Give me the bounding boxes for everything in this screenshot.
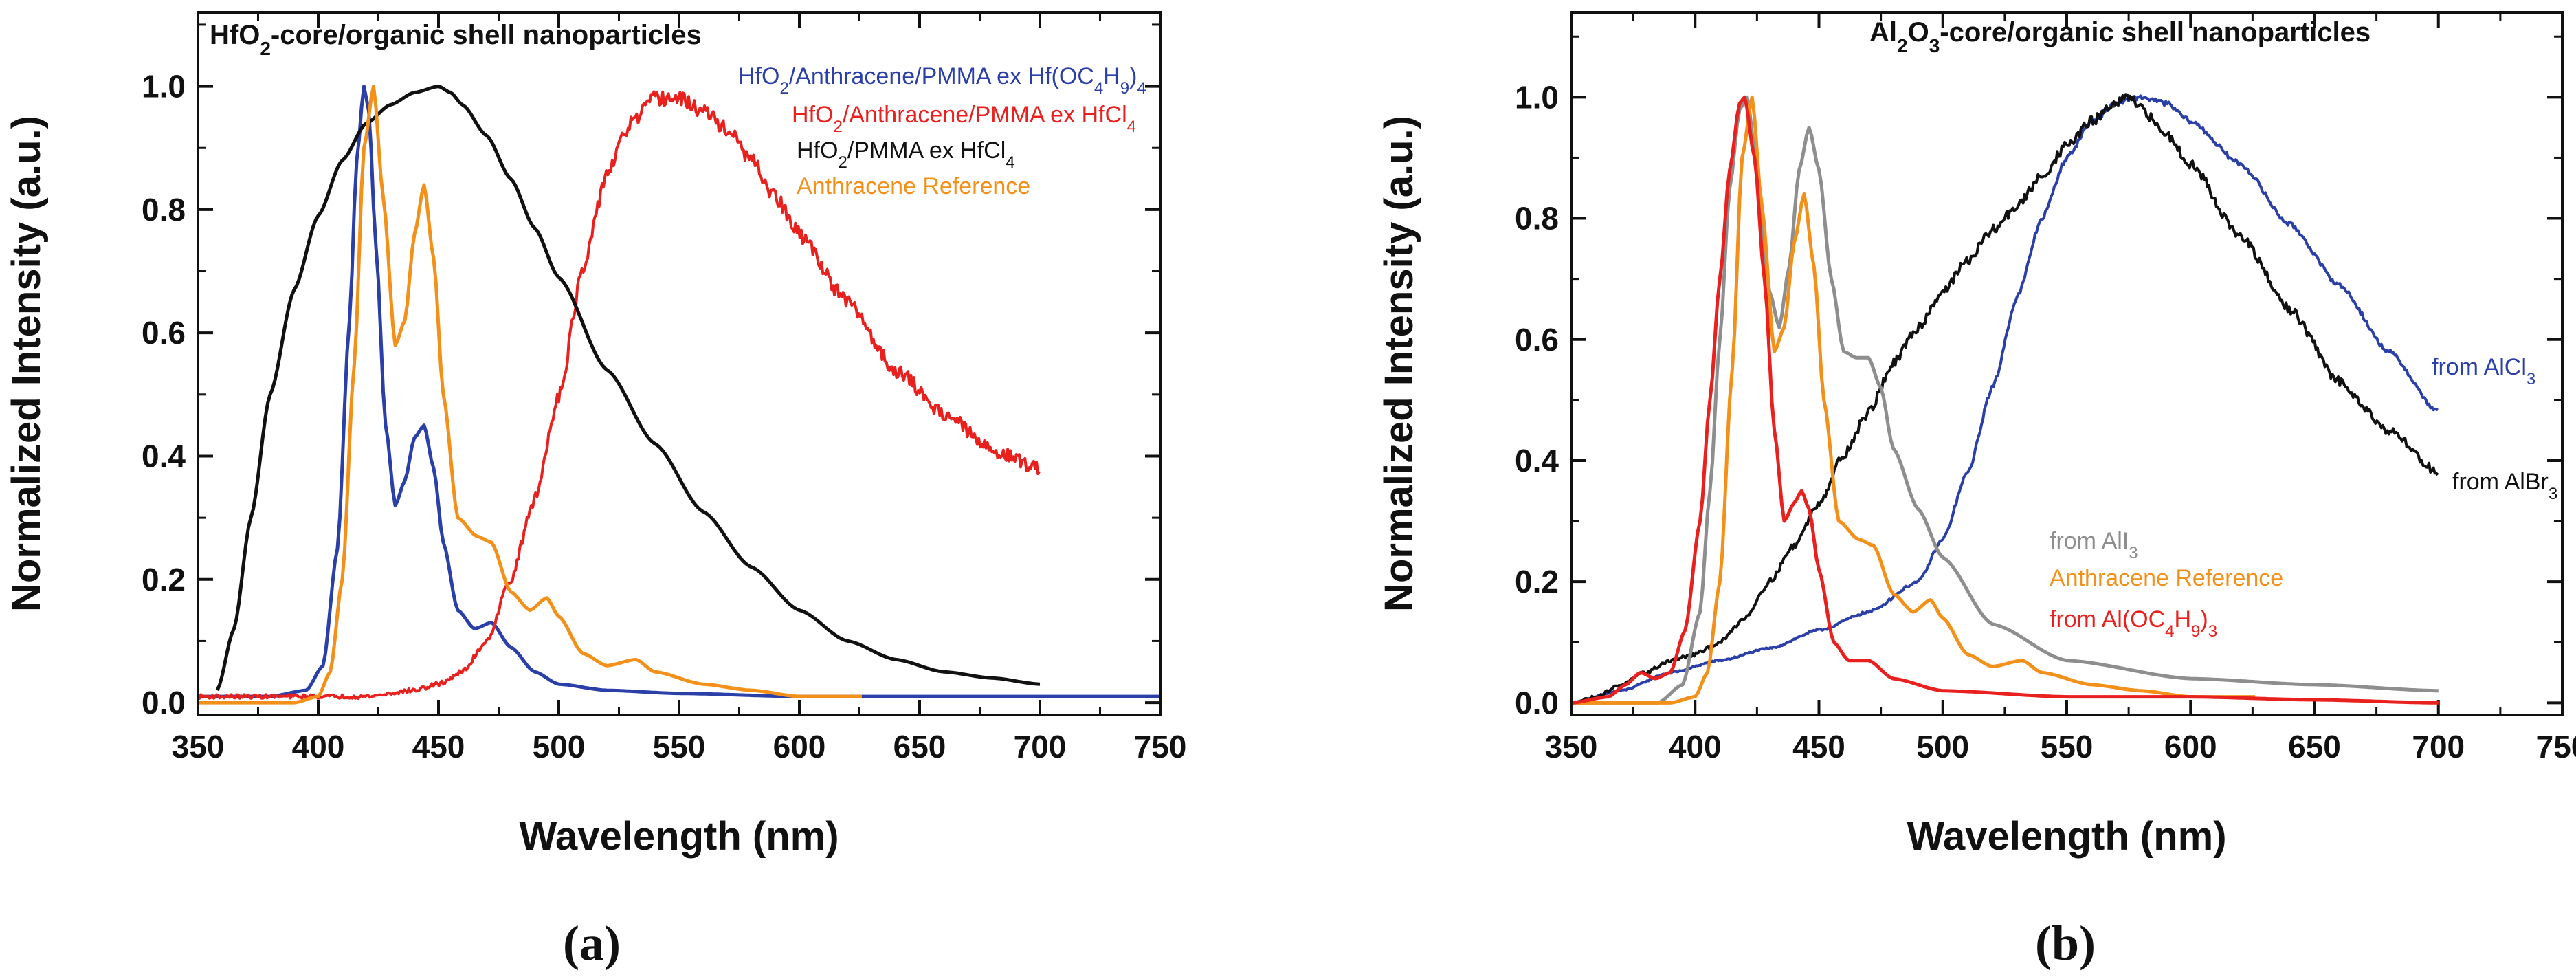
x-tick-label: 400 xyxy=(1669,729,1722,764)
series-line-hfo2-anthracene-pmma-ex-hf-oc4h9-4 xyxy=(199,85,1159,698)
x-tick-label: 450 xyxy=(1792,729,1845,764)
x-tick-label: 550 xyxy=(2041,729,2094,764)
legend-entry: from AlI3 xyxy=(2050,528,2138,562)
chart-title: Al2O3-core/organic shell nanoparticles xyxy=(1869,17,2370,56)
series-line-hfo2-anthracene-pmma-ex-hfcl4 xyxy=(199,90,1041,700)
chart-panel-a: 350 400 450 500 550 600 650 700 750 0.0 0.2 0.4 0.6 0… xyxy=(4,11,1187,971)
legend-entry: HfO2/Anthracene/PMMA ex Hf(OC4H9)4 xyxy=(738,63,1146,98)
y-tick-label: 0.4 xyxy=(1515,443,1559,478)
legend-entry: Anthracene Reference xyxy=(2050,565,2283,591)
chart-title: HfO2-core/organic shell nanoparticles xyxy=(210,20,702,59)
x-axis-label: Wavelength (nm) xyxy=(519,814,839,859)
x-tick-label: 350 xyxy=(1545,729,1598,764)
y-tick-label: 0.6 xyxy=(1515,322,1559,358)
legend-entry: from Al(OC4H9)3 xyxy=(2050,606,2217,641)
legend-entry: from AlBr3 xyxy=(2452,469,2557,503)
x-tick-label: 650 xyxy=(2288,729,2341,764)
x-tick-label: 400 xyxy=(292,729,345,764)
series-line-from-alcl3 xyxy=(1573,94,2439,705)
x-tick-label: 350 xyxy=(172,729,225,764)
legend-entry: HfO2/PMMA ex HfCl4 xyxy=(797,138,1015,172)
legend-entry: from AlCl3 xyxy=(2432,354,2535,388)
series-line-anthracene-reference xyxy=(1573,95,2255,705)
y-tick-label: 0.0 xyxy=(1515,685,1559,720)
y-tick-label: 0.8 xyxy=(1515,201,1559,236)
y-tick-label: 1.0 xyxy=(1515,79,1559,115)
x-tick-label: 500 xyxy=(533,729,586,764)
x-axis-label: Wavelength (nm) xyxy=(1907,814,2226,859)
legend-entry: Anthracene Reference xyxy=(797,173,1030,199)
panel-label: (a) xyxy=(563,916,621,971)
series-line-from-al-oc4h9-3 xyxy=(1573,95,2439,705)
x-tick-label: 700 xyxy=(2412,729,2465,764)
series-line-from-ali3 xyxy=(1573,95,2439,705)
x-tick-label: 750 xyxy=(2536,729,2576,764)
series-line-from-albr3 xyxy=(1573,93,2439,705)
x-tick-label: 750 xyxy=(1134,729,1187,764)
x-tick-label: 600 xyxy=(2164,729,2217,764)
x-tick-label: 700 xyxy=(1014,729,1067,764)
y-tick-label: 0.4 xyxy=(142,438,186,474)
x-tick-label: 500 xyxy=(1916,729,1969,764)
y-tick-label: 0.0 xyxy=(142,685,186,720)
legend-entry: HfO2/Anthracene/PMMA ex HfCl4 xyxy=(792,102,1136,136)
y-tick-label: 0.8 xyxy=(142,192,186,228)
chart-panel-b: 350 400 450 500 550 600 650 700 750 0.0 0.2 0.4 0.6 0… xyxy=(1377,11,2576,971)
y-tick-label: 0.2 xyxy=(142,562,186,597)
series-line-anthracene-reference xyxy=(199,85,862,705)
x-tick-label: 650 xyxy=(893,729,946,764)
x-tick-label: 550 xyxy=(653,729,706,764)
y-tick-label: 1.0 xyxy=(142,69,186,104)
y-tick-label: 0.2 xyxy=(1515,564,1559,600)
y-axis-label: Normalized Intensity (a.u.) xyxy=(4,116,49,612)
series-line-hfo2-pmma-ex-hfcl4 xyxy=(215,85,1041,692)
y-axis-label: Normalized Intensity (a.u.) xyxy=(1377,116,1421,612)
x-tick-label: 450 xyxy=(412,729,465,764)
y-tick-label: 0.6 xyxy=(142,315,186,351)
x-tick-label: 600 xyxy=(773,729,826,764)
panel-label: (b) xyxy=(2035,916,2096,971)
